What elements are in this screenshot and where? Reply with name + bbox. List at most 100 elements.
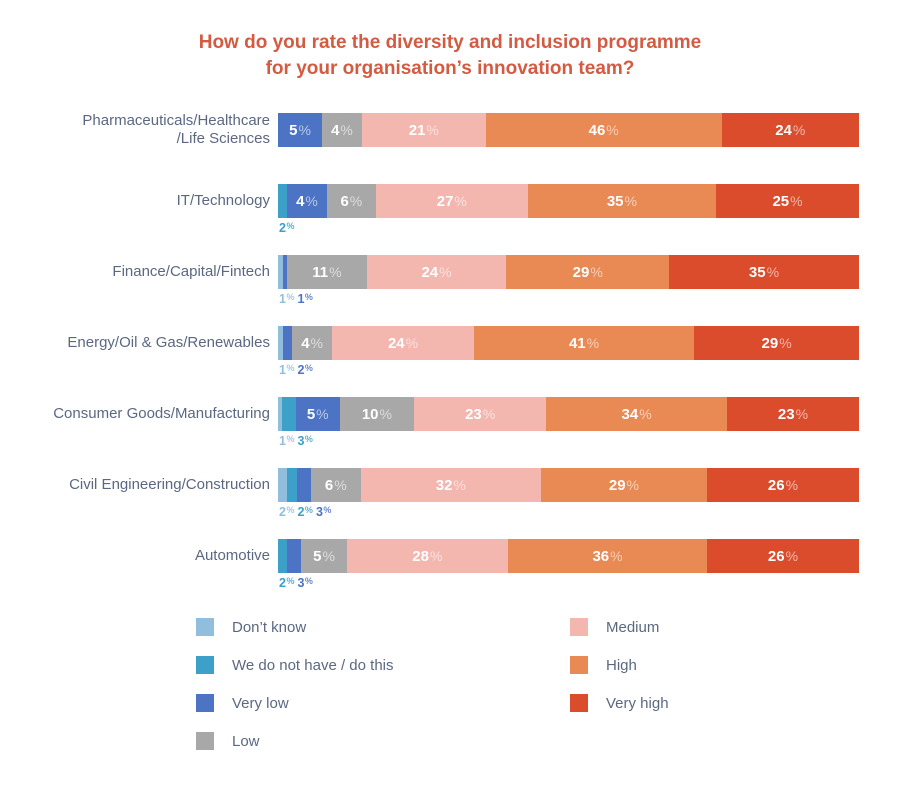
- below-label-dont_know: 1%: [279, 434, 294, 448]
- percent-sign: %: [795, 406, 809, 422]
- percent-sign: %: [298, 122, 311, 138]
- segment-low: 6%: [310, 468, 361, 502]
- legend-label: Very high: [606, 694, 669, 712]
- segment-very_low: 4%: [287, 184, 327, 218]
- percent-sign: %: [304, 292, 313, 302]
- segment-value: 4: [301, 334, 310, 352]
- segment-value: 41: [568, 334, 586, 352]
- segment-medium: 27%: [375, 184, 528, 218]
- below-label-not_have: 2%: [279, 221, 294, 235]
- segment-value: 36: [592, 547, 610, 565]
- below-label-not_have: 2%: [279, 576, 294, 590]
- segment-very_high: 26%: [706, 539, 860, 573]
- segment-low: 11%: [287, 255, 367, 289]
- chart-row: IT/Technology 4% 6% 27% 35% 25% 2%: [20, 184, 880, 255]
- segment-very_high: 29%: [694, 326, 859, 360]
- percent-sign: %: [439, 264, 452, 280]
- chart-title-line1: How do you rate the diversity and inclus…: [198, 32, 702, 53]
- below-label-dont_know: 2%: [279, 505, 294, 519]
- segment-high: 46%: [485, 113, 722, 147]
- legend-swatch-very_low: [196, 694, 214, 712]
- segment-value: 6: [324, 476, 334, 494]
- legend-swatch-very_high: [570, 694, 588, 712]
- percent-sign: %: [379, 406, 392, 422]
- segment-medium: 21%: [361, 113, 486, 147]
- segment-not_have: [287, 468, 297, 502]
- segment-low: 5%: [301, 539, 347, 573]
- category-label: IT/Technology: [176, 192, 270, 209]
- percent-sign: %: [340, 122, 353, 138]
- segment-very_low: [282, 255, 288, 289]
- segment-value: 1: [297, 292, 305, 306]
- legend-item-very_high: Very high: [570, 694, 669, 712]
- segment-value: 21: [408, 121, 426, 139]
- percent-sign: %: [624, 193, 637, 209]
- below-label-very_low: 2%: [297, 363, 312, 377]
- percent-sign: %: [304, 576, 313, 586]
- segment-value: 23: [465, 405, 482, 423]
- stacked-bar: 6% 32% 29% 26%: [278, 468, 860, 502]
- percent-sign: %: [286, 221, 295, 231]
- segment-high: 41%: [473, 326, 695, 360]
- chart-rows: Pharmaceuticals/Healthcare/Life Sciences…: [20, 112, 880, 610]
- percent-sign: %: [429, 548, 443, 564]
- segment-value: 5: [289, 121, 298, 139]
- small-value-labels: 1% 1%: [278, 292, 859, 306]
- segment-very_high: 26%: [706, 468, 860, 502]
- category-label: Energy/Oil & Gas/Renewables: [67, 334, 270, 351]
- segment-medium: 28%: [346, 539, 509, 573]
- legend-label: Medium: [606, 618, 660, 636]
- segment-value: 29: [608, 476, 626, 494]
- segment-value: 32: [435, 476, 453, 494]
- legend-swatch-low: [196, 732, 214, 750]
- segment-very_low: 5%: [278, 113, 323, 147]
- below-label-very_low: 3%: [316, 505, 331, 519]
- stacked-bar: 5% 28% 36% 26%: [278, 539, 860, 573]
- percent-sign: %: [310, 335, 323, 351]
- percent-sign: %: [590, 264, 603, 280]
- segment-medium: 23%: [414, 397, 547, 431]
- legend-column: Don’t know We do not have / do this Very l…: [196, 618, 570, 750]
- percent-sign: %: [322, 548, 335, 564]
- percent-sign: %: [286, 576, 295, 586]
- percent-sign: %: [639, 406, 652, 422]
- segment-not_have: [282, 397, 296, 431]
- segment-dont_know: [278, 397, 283, 431]
- chart-title: How do you rate the diversity and inclus…: [0, 30, 900, 82]
- percent-sign: %: [286, 292, 295, 302]
- category-label: Finance/Capital/Fintech: [112, 263, 270, 280]
- segment-low: 6%: [326, 184, 376, 218]
- segment-value: 2: [297, 363, 305, 377]
- stacked-bar: 4% 6% 27% 35% 25%: [278, 184, 860, 218]
- segment-not_have: [278, 184, 288, 218]
- legend-item-very_low: Very low: [196, 694, 570, 712]
- below-label-very_low: 1%: [297, 292, 312, 306]
- segment-value: 1: [279, 434, 286, 448]
- legend-label: We do not have / do this: [232, 656, 394, 674]
- segment-value: 11: [312, 263, 329, 281]
- small-value-labels: 2%: [278, 221, 859, 235]
- segment-value: 46: [588, 121, 606, 139]
- chart-row: Energy/Oil & Gas/Renewables 4% 24% 41% 29% 1%…: [20, 326, 880, 397]
- segment-value: 27: [436, 192, 454, 210]
- segment-value: 34: [621, 405, 639, 423]
- segment-high: 29%: [506, 255, 669, 289]
- percent-sign: %: [453, 477, 466, 493]
- below-label-dont_know: 1%: [279, 363, 294, 377]
- percent-sign: %: [790, 193, 803, 209]
- segment-value: 28: [412, 547, 429, 565]
- segment-value: 35: [606, 192, 624, 210]
- segment-low: 4%: [291, 326, 333, 360]
- segment-value: 2: [297, 505, 305, 519]
- segment-high: 34%: [546, 397, 727, 431]
- legend: Don’t know We do not have / do this Very l…: [196, 618, 900, 750]
- segment-value: 23: [777, 405, 795, 423]
- chart-row: Automotive 5% 28% 36% 26% 2% 3%: [20, 539, 880, 610]
- segment-medium: 24%: [366, 255, 507, 289]
- segment-value: 24: [387, 334, 405, 352]
- percent-sign: %: [626, 477, 639, 493]
- segment-value: 4: [296, 192, 305, 210]
- legend-label: High: [606, 656, 637, 674]
- segment-value: 10: [361, 405, 379, 423]
- segment-medium: 32%: [360, 468, 541, 502]
